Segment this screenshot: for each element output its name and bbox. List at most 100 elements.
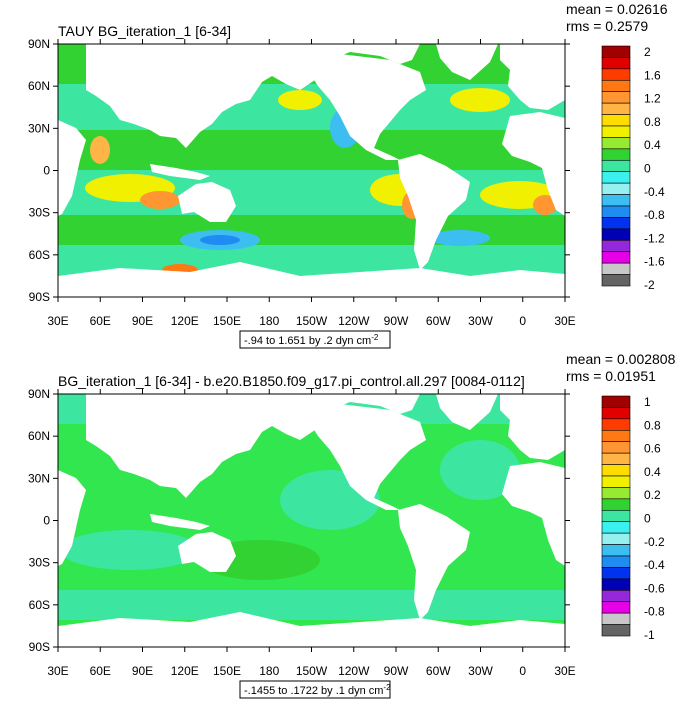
- colorbar-box: [601, 91, 631, 104]
- lat-label: 0: [43, 164, 50, 178]
- colorbar-label: 0.8: [644, 115, 661, 129]
- colorbar-box: [601, 589, 631, 603]
- colorbar-box: [601, 624, 631, 637]
- panel: TAUY BG_iteration_1 [6-34] mean = 0.02616…: [28, 1, 668, 349]
- colorbar-box: [601, 441, 631, 454]
- lon-label: 30E: [47, 664, 68, 678]
- lon-label: 0: [519, 664, 526, 678]
- colorbar-label: 1.6: [644, 68, 661, 82]
- colorbar-label: 0.8: [644, 418, 661, 432]
- range-text: -.1455 to .1722 by .1 dyn cm: [244, 685, 383, 697]
- lat-label: 90S: [29, 290, 50, 304]
- colorbar-label: -0.8: [644, 208, 665, 222]
- lon-label: 90W: [384, 314, 409, 328]
- colorbar-label: 1.2: [644, 92, 661, 106]
- lat-label: 30N: [28, 121, 50, 135]
- colorbar-box: [601, 205, 631, 218]
- colorbar-label: -0.8: [644, 605, 665, 619]
- colorbar-box: [601, 137, 631, 150]
- colorbar-box: [601, 251, 631, 264]
- lon-label: 30E: [554, 664, 575, 678]
- lon-label: 60E: [90, 664, 111, 678]
- colorbar-box: [601, 509, 631, 523]
- colorbar-box: [601, 57, 631, 70]
- colorbar-label: -0.2: [644, 535, 665, 549]
- mean-label: mean = 0.002808: [566, 351, 676, 367]
- colorbar-box: [601, 102, 631, 115]
- lat-label: 90N: [28, 387, 50, 401]
- range-exponent: -2: [383, 683, 391, 692]
- colorbar-label: 0.4: [644, 465, 661, 479]
- colorbar-box: [601, 418, 631, 431]
- colorbar-label: 0.2: [644, 488, 661, 502]
- colorbar-box: [601, 475, 631, 488]
- lon-label: 60W: [426, 664, 451, 678]
- lat-label: 30S: [29, 556, 50, 570]
- range-exponent: -2: [371, 333, 379, 342]
- colorbar-box: [601, 395, 631, 408]
- range-label: -.94 to 1.651 by .2 dyn cm-2: [244, 333, 379, 347]
- colorbar-box: [601, 407, 631, 420]
- colorbar-label: 0: [644, 512, 651, 526]
- lat-label: 60S: [29, 598, 50, 612]
- colorbar-label: 0.6: [644, 442, 661, 456]
- colorbar-label: -0.6: [644, 581, 665, 595]
- range-box: [239, 330, 391, 349]
- colorbar-box: [601, 498, 631, 511]
- colorbar-box: [601, 544, 631, 557]
- colorbar-box: [601, 171, 631, 184]
- lon-label: 60E: [90, 314, 111, 328]
- lon-label: 150E: [213, 664, 241, 678]
- colorbar-box: [601, 532, 631, 545]
- range-text: -.94 to 1.651 by .2 dyn cm: [244, 335, 371, 347]
- colorbar-box: [601, 555, 631, 568]
- colorbar-box: [601, 194, 631, 207]
- lat-label: 0: [43, 514, 50, 528]
- lon-label: 30W: [468, 664, 493, 678]
- colorbar-label: 0: [644, 162, 651, 176]
- lat-label: 60N: [28, 79, 50, 93]
- colorbar-box: [601, 487, 631, 500]
- lon-label: 30E: [47, 314, 68, 328]
- colorbar-label: -1.6: [644, 255, 665, 269]
- colorbar-box: [601, 567, 631, 580]
- lon-label: 120W: [338, 664, 370, 678]
- lon-label: 90E: [132, 664, 153, 678]
- colorbar-label: -0.4: [644, 558, 665, 572]
- colorbar-box: [601, 228, 631, 241]
- lon-label: 90E: [132, 314, 153, 328]
- rms-label: rms = 0.01951: [566, 368, 656, 384]
- colorbar-box: [601, 217, 631, 230]
- range-box: [239, 680, 391, 699]
- colorbar-box: [601, 79, 631, 93]
- mean-label: mean = 0.02616: [566, 1, 668, 17]
- lon-label: 30E: [554, 314, 575, 328]
- colorbar-label: -2: [644, 278, 655, 292]
- colorbar-label: 1: [644, 395, 651, 409]
- colorbar-box: [601, 601, 631, 614]
- lon-label: 180: [259, 664, 279, 678]
- colorbar-box: [601, 68, 631, 81]
- lat-label: 30N: [28, 471, 50, 485]
- colorbar-label: -1.2: [644, 231, 665, 245]
- panel: BG_iteration_1 [6-34] - b.e20.B1850.f09_…: [28, 351, 676, 699]
- range-label: -.1455 to .1722 by .1 dyn cm-2: [244, 683, 391, 697]
- map-field: [58, 394, 565, 647]
- colorbar-label: -0.4: [644, 185, 665, 199]
- lon-label: 0: [519, 314, 526, 328]
- colorbar-box: [601, 464, 631, 477]
- colorbar-box: [601, 521, 631, 534]
- colorbar-box: [601, 274, 631, 287]
- lon-label: 150W: [296, 664, 328, 678]
- lat-label: 60N: [28, 429, 50, 443]
- panel-title: TAUY BG_iteration_1 [6-34]: [58, 23, 231, 39]
- lat-label: 90S: [29, 640, 50, 654]
- lon-label: 120E: [171, 664, 199, 678]
- colorbar-box: [601, 114, 631, 127]
- colorbar-label: -1: [644, 628, 655, 642]
- lon-label: 30W: [468, 314, 493, 328]
- lat-label: 90N: [28, 37, 50, 51]
- colorbar-box: [601, 262, 631, 275]
- lon-label: 150W: [296, 314, 328, 328]
- lon-label: 60W: [426, 314, 451, 328]
